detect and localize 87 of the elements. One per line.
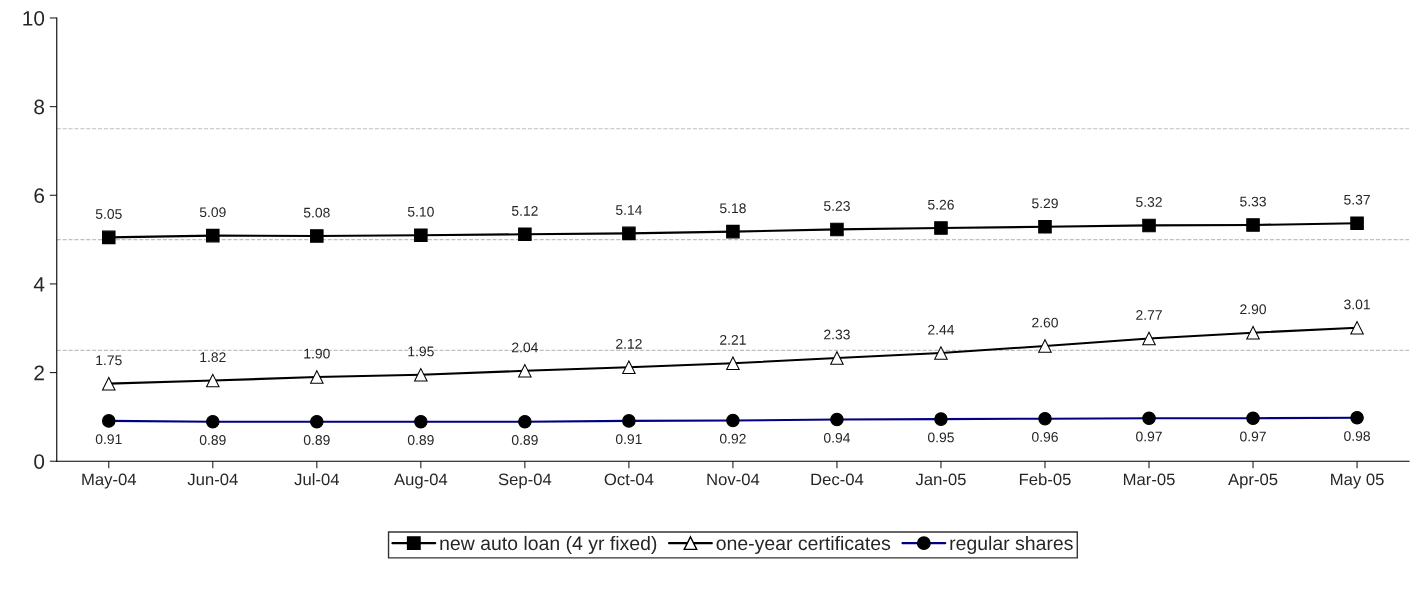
- x-tick-label: Jan-05: [915, 473, 966, 486]
- legend-label: one-year certificates: [716, 535, 891, 554]
- point: [934, 346, 948, 360]
- legend-label: regular shares: [950, 535, 1073, 554]
- y-tick-label: 6: [34, 188, 45, 204]
- data-label: 5.32: [1136, 197, 1162, 207]
- data-label: 1.90: [304, 348, 330, 359]
- data-label: 0.94: [823, 432, 851, 443]
- y-tick-label: 8: [34, 99, 45, 115]
- point: [1350, 321, 1364, 335]
- point: [102, 376, 116, 391]
- data-label: 0.92: [719, 433, 746, 444]
- data-label: 5.18: [719, 203, 746, 214]
- data-label: 1.75: [96, 355, 122, 366]
- x-tick-label: Mar-05: [1123, 473, 1175, 486]
- point: [414, 368, 428, 382]
- data-label: 0.91: [95, 434, 122, 445]
- data-label: 5.29: [1032, 198, 1058, 209]
- data-label: 2.21: [720, 334, 746, 345]
- data-label: 5.33: [1240, 196, 1266, 207]
- data-label: 2.12: [616, 338, 642, 349]
- data-label: 5.10: [407, 206, 434, 217]
- x-tick-label: Nov-04: [707, 473, 760, 486]
- data-label: 0.96: [1032, 432, 1058, 442]
- point: [414, 228, 428, 242]
- data-label: 2.33: [824, 329, 850, 340]
- data-label: 5.08: [303, 207, 330, 218]
- data-label: 5.14: [615, 205, 642, 215]
- point: [310, 229, 324, 243]
- data-label: 2.77: [1136, 310, 1162, 320]
- point: [102, 230, 116, 245]
- data-label: 5.37: [1344, 194, 1370, 205]
- x-tick-label: Dec-04: [811, 473, 864, 486]
- data-label: 5.26: [928, 199, 954, 210]
- data-label: 2.90: [1240, 304, 1267, 315]
- y-tick-label: 10: [23, 10, 45, 26]
- x-tick-label: Oct-04: [604, 473, 654, 486]
- x-tick-label: Sep-04: [498, 473, 552, 489]
- data-label: 5.23: [823, 201, 850, 211]
- point: [206, 228, 220, 243]
- point: [934, 221, 948, 235]
- point: [830, 222, 844, 237]
- point: [1246, 218, 1260, 232]
- data-label: 2.60: [1032, 317, 1058, 328]
- point: [518, 227, 532, 242]
- data-label: 2.04: [512, 342, 538, 353]
- point: [310, 370, 324, 384]
- data-label: 1.82: [200, 352, 226, 363]
- data-label: 0.98: [1344, 431, 1370, 441]
- point: [1038, 219, 1052, 234]
- point: [622, 226, 636, 241]
- data-label: 3.01: [1344, 299, 1370, 310]
- point: [1142, 331, 1156, 346]
- point: [726, 356, 740, 371]
- x-tick-label: May 05: [1331, 473, 1384, 489]
- x-tick-label: Apr-05: [1228, 473, 1278, 489]
- x-tick-label: May-04: [82, 473, 137, 489]
- point: [622, 360, 636, 375]
- data-label: 0.97: [1136, 431, 1162, 442]
- x-tick-label: Aug-04: [394, 473, 448, 489]
- y-tick-label: 4: [33, 277, 45, 292]
- point: [1038, 339, 1052, 353]
- data-label: 5.12: [511, 205, 538, 216]
- data-label: 2.44: [928, 324, 955, 335]
- point: [726, 224, 740, 239]
- data-label: 0.89: [199, 435, 226, 445]
- point: [1142, 218, 1156, 233]
- point: [830, 351, 844, 365]
- data-label: 0.89: [511, 435, 538, 445]
- data-label: 0.97: [1240, 431, 1266, 442]
- data-label: 1.95: [408, 346, 434, 357]
- data-label: 5.09: [199, 207, 226, 218]
- data-label: 0.89: [407, 435, 434, 445]
- point: [518, 364, 532, 378]
- data-label: 0.89: [303, 435, 330, 445]
- x-tick-label: Jul-04: [294, 473, 340, 486]
- y-tick-label: 2: [34, 365, 44, 381]
- data-label: 0.95: [927, 432, 954, 443]
- point: [206, 373, 220, 388]
- y-tick-label: 0: [34, 454, 45, 469]
- point: [1350, 216, 1364, 230]
- legend-label: new auto loan (4 yr fixed): [440, 535, 657, 554]
- x-tick-label: Jun-04: [187, 473, 238, 486]
- data-label: 0.91: [615, 434, 642, 445]
- x-tick-label: Feb-05: [1019, 473, 1071, 486]
- point: [1246, 325, 1260, 340]
- data-label: 5.05: [95, 209, 122, 219]
